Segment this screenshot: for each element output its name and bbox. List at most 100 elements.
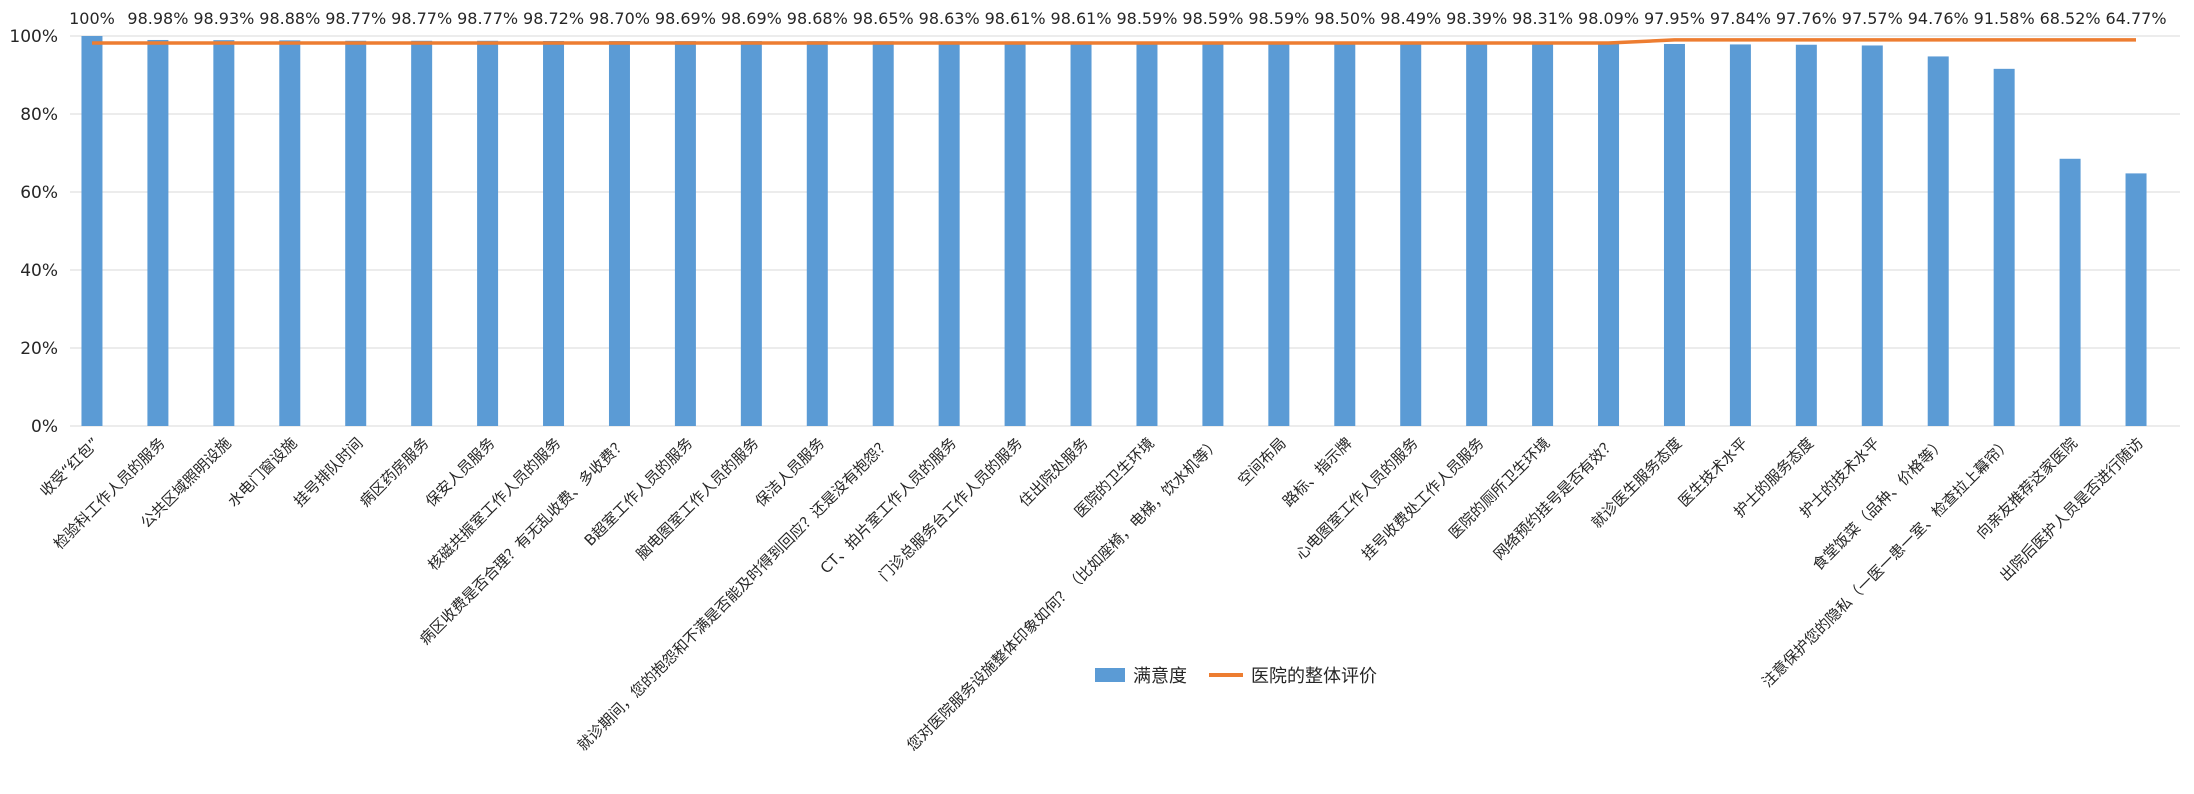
line-series-path (92, 38, 2136, 45)
x-tick-label: 心电图室工作人员的服务 (1292, 434, 1421, 563)
data-label: 98.77% (325, 9, 386, 28)
bar (1993, 68, 2015, 426)
bar (1202, 41, 1224, 427)
y-tick-label: 20% (20, 339, 58, 359)
bar (411, 40, 433, 427)
x-tick-label: 收受“红包” (37, 434, 103, 500)
bar (1598, 43, 1620, 426)
y-tick-label: 60% (20, 183, 58, 203)
bar (1795, 44, 1817, 427)
data-label: 98.98% (127, 9, 188, 28)
bar (2059, 158, 2081, 426)
data-label: 98.31% (1512, 9, 1573, 28)
data-label: 98.09% (1578, 9, 1639, 28)
bar (147, 39, 169, 427)
bar (806, 41, 828, 426)
data-label: 98.39% (1446, 9, 1507, 28)
data-label: 98.59% (1116, 9, 1177, 28)
bar (81, 36, 103, 426)
x-tick-label: 出院后医护人员是否进行随访 (1996, 434, 2147, 585)
x-tick-label: 空间布局 (1235, 434, 1290, 489)
bar (213, 40, 235, 426)
data-label: 98.63% (919, 9, 980, 28)
x-tick-label: 您对医院服务设施整体印象如何？（比如座椅，电梯，饮水机等） (903, 434, 1223, 754)
data-label: 97.84% (1710, 9, 1771, 28)
x-tick-label: B超室工作人员的服务 (581, 434, 696, 549)
x-tick-label: 核磁共振室工作人员的服务 (424, 434, 564, 574)
bar (1466, 42, 1488, 427)
data-label: 98.77% (457, 9, 518, 28)
line-series (92, 38, 2136, 45)
legend-label-line: 医院的整体评价 (1251, 666, 1377, 687)
data-label: 98.49% (1380, 9, 1441, 28)
bar (2125, 173, 2147, 426)
bar (1729, 44, 1751, 426)
bar (938, 41, 960, 427)
bar (674, 41, 696, 426)
bar (279, 40, 301, 426)
legend-item-line: 医院的整体评价 (1209, 662, 1377, 688)
bar (477, 40, 499, 427)
data-label: 98.61% (1051, 9, 1112, 28)
data-label: 98.59% (1182, 9, 1243, 28)
data-label: 98.93% (193, 9, 254, 28)
bar (1663, 43, 1685, 427)
legend-item-bar: 满意度 (1095, 662, 1187, 688)
data-labels: 100% 98.98% 98.93% 98.88% 98.77% 98.77% 98.77%… (69, 9, 2166, 28)
data-label: 97.95% (1644, 9, 1705, 28)
data-label: 98.69% (721, 9, 782, 28)
bar (1334, 41, 1356, 426)
bar (1004, 41, 1026, 427)
legend-swatch-bar (1095, 668, 1125, 682)
data-label: 98.59% (1248, 9, 1309, 28)
bar (543, 40, 565, 426)
bar (1532, 42, 1554, 426)
data-label: 100% (69, 9, 115, 28)
legend-label-bar: 满意度 (1133, 666, 1187, 687)
y-tick-label: 80% (20, 105, 58, 125)
data-label: 68.52% (2040, 9, 2101, 28)
x-tick-label: 门诊总服务台工作人员的服务 (875, 434, 1026, 585)
bar (1136, 41, 1158, 427)
x-tick-label: 水电门窗设施 (224, 434, 300, 510)
data-label: 98.61% (985, 9, 1046, 28)
x-tick-label: 挂号收费处工作人员服务 (1358, 434, 1487, 563)
data-label: 94.76% (1908, 9, 1969, 28)
bar (1400, 41, 1422, 426)
bar (608, 41, 630, 426)
x-tick-label: CT、拍片室工作人员的服务 (817, 434, 960, 577)
bar (345, 40, 367, 427)
x-tick-label: 就诊期间，您的抱怨和不满是否能及时得到回应？还是没有抱怨？ (574, 434, 894, 754)
y-tick-label: 0% (31, 417, 58, 437)
bar (1927, 56, 1949, 426)
data-label: 98.68% (787, 9, 848, 28)
x-tick-label: 脑电图室工作人员的服务 (633, 434, 762, 563)
x-tick-label: 注意保护您的隐私（一医一患一室、检查拉上幕帘） (1758, 434, 2015, 691)
bar (1861, 45, 1883, 427)
data-label: 98.65% (853, 9, 914, 28)
data-label: 98.69% (655, 9, 716, 28)
bar (740, 41, 762, 426)
data-label: 97.76% (1776, 9, 1837, 28)
data-label: 98.50% (1314, 9, 1375, 28)
legend-swatch-line (1209, 673, 1243, 677)
data-label: 97.57% (1842, 9, 1903, 28)
y-tick-label: 40% (20, 261, 58, 281)
data-label: 91.58% (1974, 9, 2035, 28)
data-label: 98.72% (523, 9, 584, 28)
bar (1070, 41, 1092, 427)
data-label: 98.77% (391, 9, 452, 28)
data-label: 98.70% (589, 9, 650, 28)
x-tick-label: 病区药房服务 (356, 434, 432, 510)
y-tick-label: 100% (9, 27, 58, 47)
x-tick-label: 挂号排队时间 (290, 434, 366, 510)
bar-series (81, 36, 2147, 427)
x-tick-label: 网络预约挂号是否有效？ (1490, 434, 1619, 563)
bar (1268, 41, 1290, 427)
legend: 满意度 医院的整体评价 (1095, 662, 1399, 688)
data-label: 98.88% (259, 9, 320, 28)
x-tick-label: 食堂饭菜（品种、价格等） (1809, 434, 1949, 574)
data-label: 64.77% (2106, 9, 2167, 28)
x-tick-label: 检验科工作人员的服务 (50, 434, 169, 553)
